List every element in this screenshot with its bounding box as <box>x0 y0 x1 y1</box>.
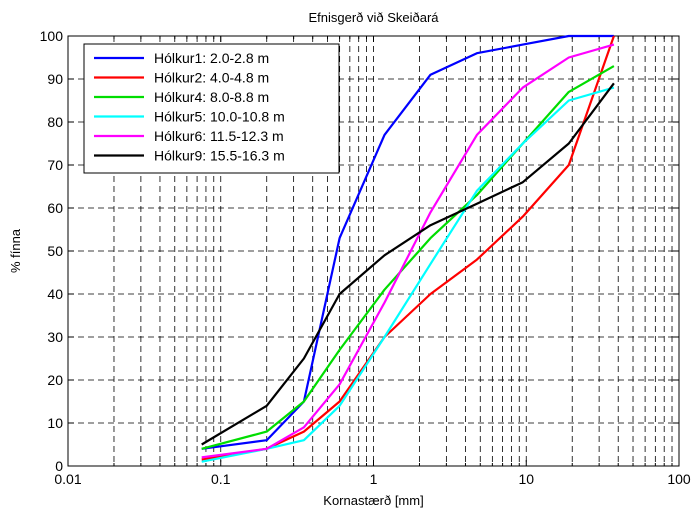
legend-entry: Hólkur6: 11.5-12.3 m <box>154 128 284 144</box>
y-tick-label: 50 <box>47 243 63 259</box>
y-tick-label: 80 <box>47 114 63 130</box>
y-tick-label: 90 <box>47 71 63 87</box>
x-tick-label: 0.01 <box>54 471 81 487</box>
y-tick-label: 0 <box>55 458 63 474</box>
x-tick-label: 10 <box>518 471 534 487</box>
y-tick-label: 40 <box>47 286 63 302</box>
legend: Hólkur1: 2.0-2.8 m Hólkur2: 4.0-4.8 m Hólk… <box>83 43 340 174</box>
y-axis-label: % fínna <box>8 228 23 273</box>
axis-ticks: 0.01 0.1 1 10 100 0 10 20 30 40 50 60 70 80 90 100 <box>40 28 691 487</box>
y-tick-label: 30 <box>47 329 63 345</box>
y-tick-label: 100 <box>40 28 64 44</box>
y-tick-label: 60 <box>47 200 63 216</box>
series-line-6 <box>201 82 615 446</box>
legend-entry: Hólkur5: 10.0-10.8 m <box>154 109 285 125</box>
legend-entry: Hólkur2: 4.0-4.8 m <box>154 70 269 86</box>
legend-entry: Hólkur4: 8.0-8.8 m <box>154 89 269 105</box>
series-line-2 <box>201 35 615 461</box>
x-tick-label: 100 <box>667 471 691 487</box>
legend-box <box>83 43 340 174</box>
legend-entry: Hólkur9: 15.5-16.3 m <box>154 148 285 164</box>
series-line-3 <box>201 65 615 450</box>
y-tick-label: 70 <box>47 157 63 173</box>
x-tick-label: 1 <box>370 471 378 487</box>
series-layer <box>201 34 615 463</box>
series-line-1 <box>201 34 614 450</box>
y-tick-label: 10 <box>47 415 63 431</box>
legend-entry: Hólkur1: 2.0-2.8 m <box>154 50 269 66</box>
x-axis-label: Kornastærð [mm] <box>323 493 423 508</box>
y-tick-label: 20 <box>47 372 63 388</box>
x-tick-label: 0.1 <box>211 471 231 487</box>
chart-title: Efnisgerð við Skeiðará <box>308 10 439 25</box>
series-line-4 <box>201 86 615 463</box>
series-line-5 <box>201 43 615 459</box>
